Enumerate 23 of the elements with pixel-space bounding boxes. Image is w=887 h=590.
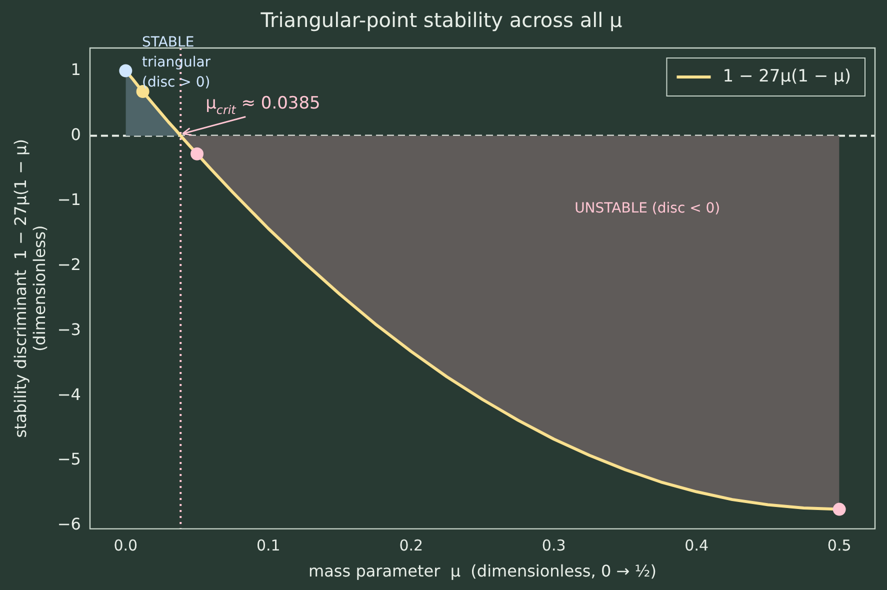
y-tick-label: −1 xyxy=(57,190,81,209)
x-tick-label: 0.3 xyxy=(542,536,566,555)
point xyxy=(119,64,132,78)
y-tick-label: −4 xyxy=(57,384,81,404)
y-tick-label: −3 xyxy=(57,320,81,339)
y-tick-label: 1 xyxy=(70,60,81,79)
x-tick-label: 0.0 xyxy=(114,536,138,555)
x-tick-label: 0.1 xyxy=(256,536,280,555)
chart-title: Triangular-point stability across all μ xyxy=(260,8,623,32)
x-axis-title: mass parameter μ (dimensionless, 0 → ½) xyxy=(308,562,656,581)
y-axis-title: stability discriminant 1 − 27μ(1 − μ) (dimensionless) xyxy=(10,139,49,438)
x-tick-label: 0.4 xyxy=(684,536,709,555)
point xyxy=(832,502,846,516)
x-tick-label: 0.2 xyxy=(399,536,424,555)
y-tick-label: −2 xyxy=(57,254,81,274)
y-tick-label: 0 xyxy=(70,124,81,144)
point xyxy=(190,147,204,160)
legend-label: 1 − 27μ(1 − μ) xyxy=(722,66,851,86)
annotation: UNSTABLE (disc < 0) xyxy=(574,200,720,217)
y-tick-label: −6 xyxy=(57,514,81,534)
annotation: STABLE triangular (disc > 0) xyxy=(142,34,211,91)
y-tick-label: −5 xyxy=(57,450,81,469)
x-tick-label: 0.5 xyxy=(827,536,852,555)
